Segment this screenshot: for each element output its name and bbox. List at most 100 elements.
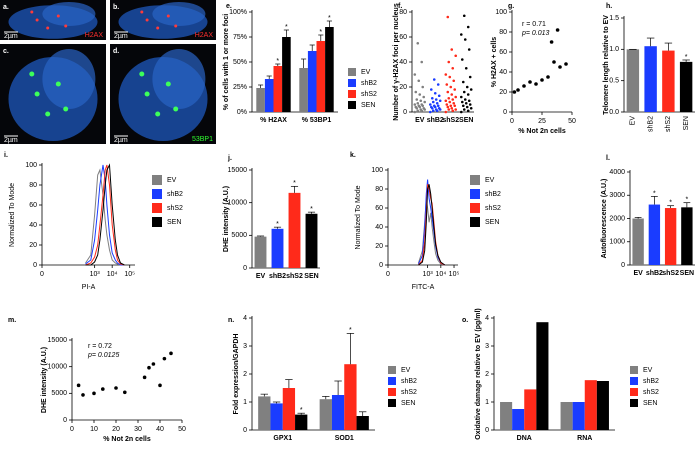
- significance-mark: *: [276, 58, 279, 65]
- bar: [316, 41, 326, 112]
- error-bar: [318, 34, 324, 41]
- x-tick-label: 40: [156, 426, 164, 433]
- error-bar: [634, 216, 642, 219]
- bar: [596, 381, 609, 430]
- point: [462, 108, 466, 111]
- bar: [299, 68, 308, 112]
- y-tick-label: 0: [243, 265, 247, 272]
- y-tick-label: 0: [503, 109, 507, 116]
- y-tick-label: 80: [399, 9, 407, 16]
- point: [516, 88, 520, 92]
- error-bar: [307, 211, 316, 214]
- bar: [295, 414, 308, 430]
- point: [76, 383, 81, 388]
- point: [534, 82, 538, 86]
- legend-label: shB2: [485, 191, 501, 198]
- error-bar: [258, 84, 264, 88]
- scale-label: 2µm: [4, 137, 18, 144]
- x-tick-label: EV: [256, 273, 266, 280]
- point: [81, 393, 85, 397]
- y-tick-label: 0: [63, 417, 67, 424]
- y-axis-label: Normalized To Mode: [9, 183, 16, 247]
- histogram-line: [418, 184, 446, 266]
- y-tick-label: 1: [243, 399, 247, 406]
- x-tick-label: DNA: [517, 435, 532, 442]
- bar: [662, 50, 675, 112]
- point: [414, 105, 418, 109]
- x-tick-label: 50: [178, 426, 186, 433]
- point: [413, 110, 417, 114]
- significance-mark: *: [319, 29, 322, 36]
- y-tick-label: 3: [485, 343, 489, 350]
- point: [417, 79, 421, 83]
- legend-swatch: [388, 377, 396, 385]
- point: [101, 387, 105, 391]
- point: [158, 383, 162, 388]
- point: [151, 362, 156, 366]
- bar: [282, 388, 296, 430]
- point: [450, 93, 454, 96]
- y-tick-label: 15000: [228, 167, 248, 174]
- error-bar: [326, 20, 332, 27]
- x-tick-label: 10⁵: [449, 271, 460, 278]
- bar: [356, 416, 369, 430]
- bar: [632, 218, 644, 265]
- x-tick-label: 50: [568, 118, 576, 125]
- point: [451, 66, 455, 70]
- bar: [648, 204, 661, 265]
- error-bar: [322, 396, 330, 400]
- point: [416, 41, 420, 45]
- y-tick-label: 0.0: [609, 109, 619, 116]
- point: [413, 103, 417, 106]
- x-tick-label: % 53BP1: [302, 117, 332, 124]
- bar: [524, 389, 537, 430]
- stain-label: H2AX: [195, 32, 214, 39]
- legend-swatch: [630, 377, 638, 385]
- focus: [46, 26, 50, 30]
- y-tick-label: 1.0: [609, 46, 619, 53]
- point: [448, 100, 452, 104]
- legend-label: EV: [643, 367, 653, 374]
- panel-label: i.: [4, 152, 8, 159]
- x-tick-label: GPX1: [273, 435, 292, 442]
- legend-swatch: [470, 203, 480, 213]
- focus: [173, 106, 179, 112]
- y-tick-label: 15000: [48, 337, 68, 344]
- point: [460, 58, 464, 61]
- point: [549, 40, 554, 44]
- point: [432, 78, 436, 81]
- point: [466, 25, 470, 29]
- y-tick-label: 4000: [609, 169, 625, 176]
- y-tick-label: 75%: [233, 34, 247, 41]
- y-tick-label: 40: [375, 224, 383, 231]
- x-axis-label: FITC-A: [412, 284, 435, 291]
- point: [464, 66, 468, 70]
- bar: [254, 236, 267, 268]
- bar: [256, 88, 265, 112]
- legend-label: shB2: [361, 80, 377, 87]
- point: [452, 101, 456, 105]
- y-tick-label: 10000: [48, 364, 68, 371]
- nucleus: [42, 49, 96, 109]
- point: [450, 48, 454, 51]
- error-bar: [256, 235, 265, 237]
- x-tick-label: SEN: [304, 273, 318, 280]
- scale-label: 2µm: [114, 33, 128, 40]
- point: [438, 99, 442, 103]
- error-bar: [285, 379, 293, 388]
- point: [431, 100, 435, 104]
- x-tick-label: shS2: [442, 117, 459, 124]
- legend-swatch: [388, 388, 396, 396]
- legend-swatch: [630, 399, 638, 407]
- y-tick-label: 40: [29, 222, 37, 229]
- point: [147, 365, 151, 370]
- point: [433, 91, 437, 95]
- point: [452, 79, 456, 83]
- bar: [679, 61, 693, 112]
- x-tick-label: shB2: [646, 270, 663, 277]
- error-bar: [309, 44, 315, 51]
- point: [422, 106, 426, 110]
- y-tick-label: 60: [399, 34, 407, 41]
- focus: [174, 24, 178, 28]
